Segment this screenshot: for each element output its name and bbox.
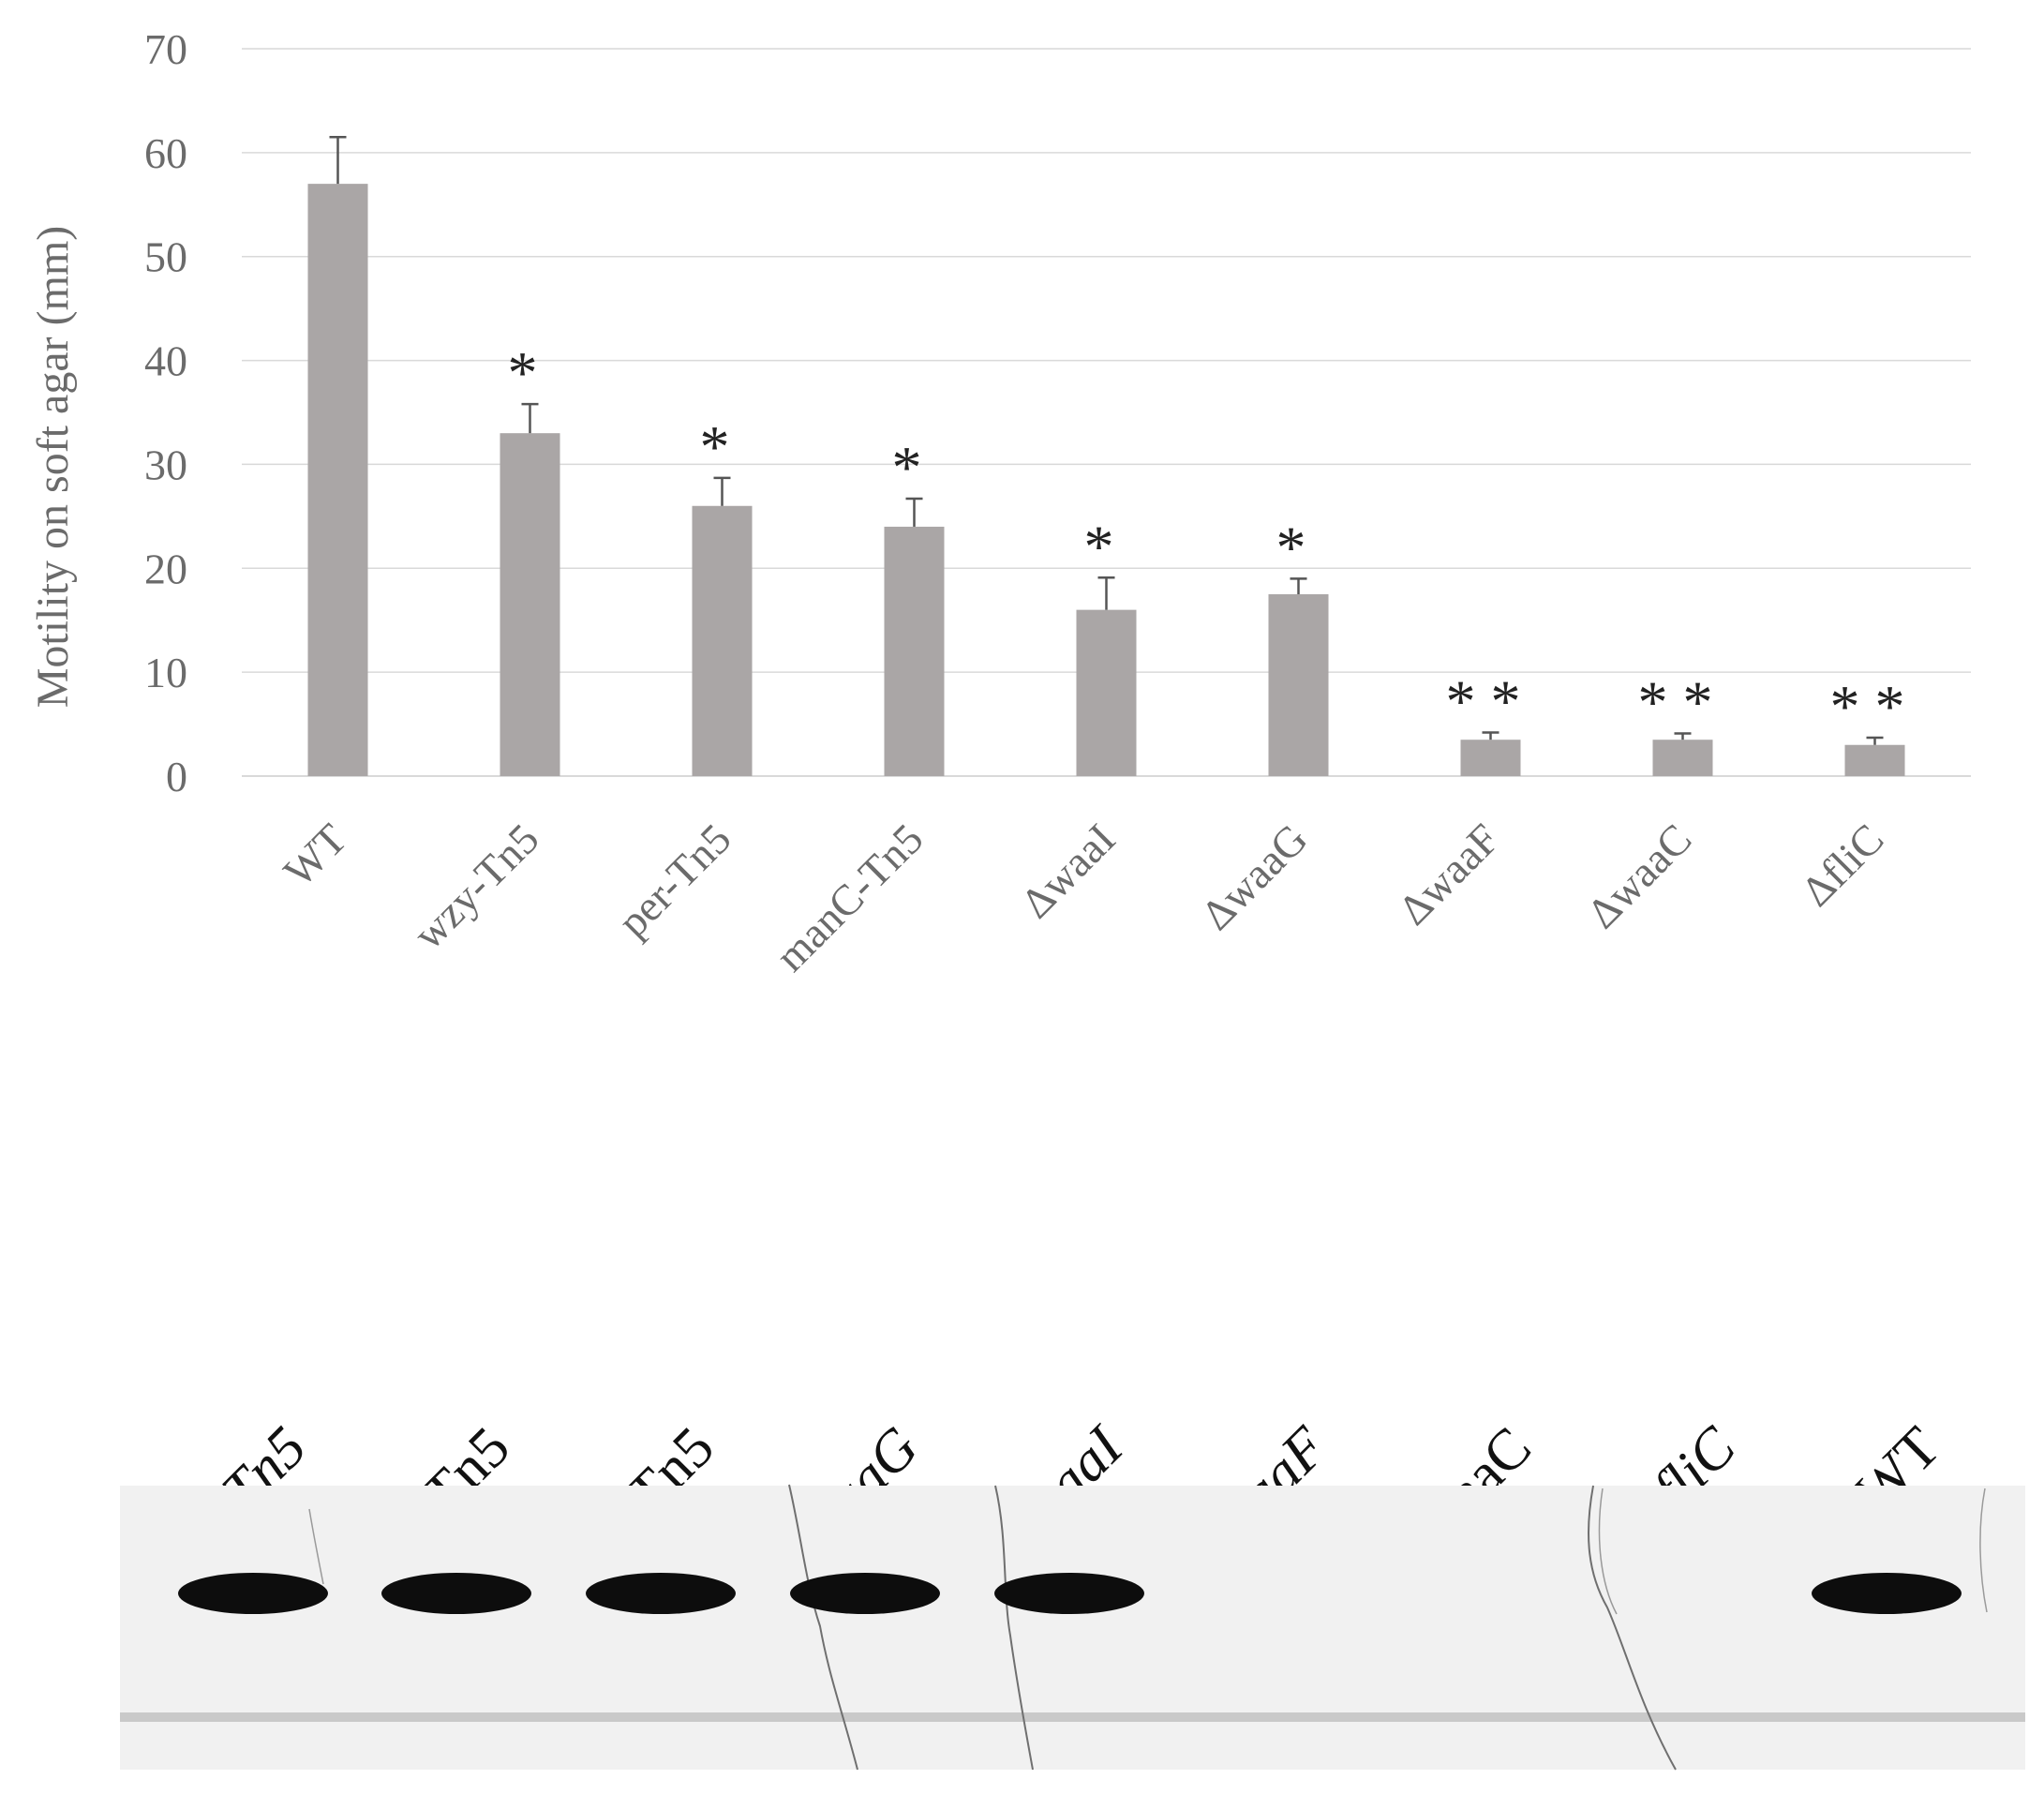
- significance-mark: **: [1638, 669, 1728, 736]
- x-tick-label: ΔfliC: [1792, 815, 1893, 916]
- significance-mark: *: [1084, 513, 1129, 579]
- x-tick-label: ΔwaaC: [1578, 815, 1701, 937]
- membrane-crack: [788, 1484, 858, 1771]
- bar: [1652, 740, 1713, 776]
- blot-band: [178, 1573, 328, 1614]
- x-tick-label: WT: [275, 815, 356, 896]
- bar: [884, 526, 945, 776]
- x-tick-label: ΔwaaG: [1192, 815, 1317, 939]
- bar: [1460, 740, 1521, 776]
- x-tick-label: manC-Tn5: [767, 815, 932, 980]
- blot-band: [790, 1573, 940, 1614]
- membrane-crack: [1598, 1488, 1618, 1615]
- blot-band: [1812, 1573, 1962, 1614]
- x-tick-label: per-Tn5: [608, 815, 739, 946]
- y-tick-label: 40: [144, 337, 187, 385]
- membrane-crack: [1979, 1488, 1988, 1613]
- y-tick-labels: 0 10 20 30 40 50 60 70: [144, 25, 187, 800]
- membrane-crack: [308, 1508, 324, 1585]
- x-tick-label: wzy-Tn5: [404, 815, 547, 958]
- x-tick-labels: WT wzy-Tn5 per-Tn5 manC-Tn5 ΔwaaI ΔwaaG ΔwaaF Δ…: [275, 815, 1893, 980]
- bar: [692, 505, 753, 776]
- significance-mark: *: [1276, 514, 1321, 580]
- y-tick-label: 30: [144, 441, 187, 488]
- significance-mark: *: [892, 434, 937, 501]
- y-tick-label: 50: [144, 233, 187, 281]
- bars: [307, 184, 1905, 777]
- blot-band: [994, 1573, 1144, 1614]
- blot-membrane: [120, 1486, 2025, 1770]
- western-blot: wzy-Tn5per-Tn5ManC-Tn5ΔwaaGΔwaaIΔwaaFΔwa…: [120, 1413, 2025, 1771]
- bar: [307, 184, 368, 777]
- y-tick-label: 0: [166, 753, 187, 800]
- y-tick-label: 60: [144, 129, 187, 177]
- y-tick-label: 10: [144, 649, 187, 696]
- blot-band: [381, 1573, 531, 1614]
- y-tick-label: 20: [144, 545, 187, 592]
- bar: [1844, 744, 1905, 776]
- bar: [1076, 609, 1137, 776]
- significance-mark: *: [508, 339, 553, 406]
- membrane-crack: [994, 1485, 1034, 1771]
- membrane-crack: [1588, 1485, 1677, 1771]
- blot-bands: [178, 1573, 1962, 1614]
- error-bars: [329, 135, 1884, 745]
- y-tick-label: 70: [144, 25, 187, 73]
- significance-marks: ** ** *** ** **: [508, 339, 1920, 740]
- bar: [1268, 594, 1329, 776]
- x-tick-label: ΔwaaF: [1389, 815, 1508, 934]
- x-tick-label: ΔwaaI: [1011, 815, 1124, 927]
- y-axis-label: Motility on soft agar (mm): [28, 226, 78, 709]
- significance-mark: **: [1830, 673, 1920, 740]
- bar: [500, 433, 560, 776]
- significance-mark: *: [700, 413, 745, 480]
- blot-band: [586, 1573, 736, 1614]
- significance-mark: **: [1446, 667, 1536, 734]
